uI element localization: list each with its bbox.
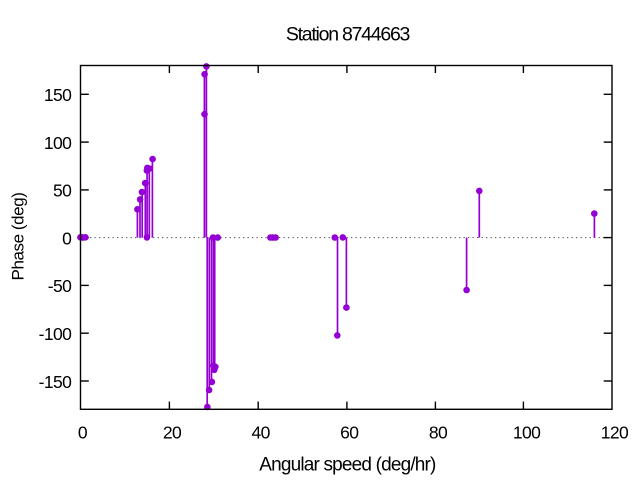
svg-text:Angular speed (deg/hr): Angular speed (deg/hr): [259, 454, 436, 475]
svg-text:150: 150: [44, 85, 72, 105]
svg-text:50: 50: [53, 181, 72, 201]
svg-text:0: 0: [62, 228, 72, 248]
svg-text:0: 0: [78, 422, 88, 442]
svg-text:60: 60: [340, 422, 359, 442]
svg-text:80: 80: [429, 422, 448, 442]
svg-text:20: 20: [163, 422, 182, 442]
svg-text:Phase (deg): Phase (deg): [9, 193, 28, 281]
svg-text:-100: -100: [39, 324, 72, 344]
svg-text:-150: -150: [39, 372, 72, 392]
svg-text:40: 40: [251, 422, 270, 442]
svg-text:100: 100: [513, 422, 541, 442]
svg-text:100: 100: [44, 133, 72, 153]
svg-text:Station 8744663: Station 8744663: [286, 24, 410, 46]
svg-text:120: 120: [601, 422, 629, 442]
svg-text:-50: -50: [48, 276, 72, 296]
